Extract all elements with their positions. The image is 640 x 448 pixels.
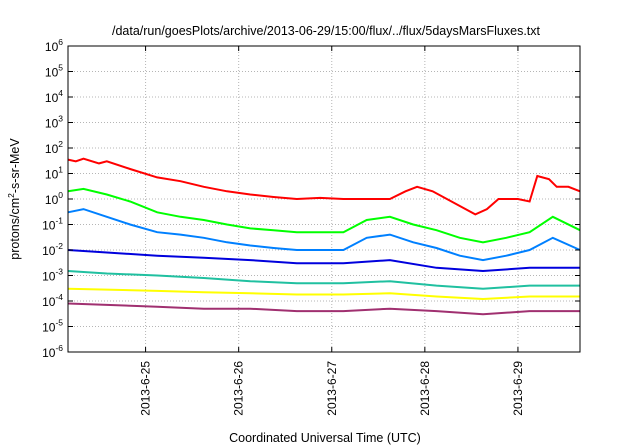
y-tick-base: 10: [42, 219, 56, 233]
x-tick-label: 2013-6-26: [232, 361, 246, 416]
y-tick-exponent: -4: [55, 292, 63, 302]
y-axis-label: protons/cm2-s-sr-MeV: [6, 138, 22, 260]
series-line-3: [67, 208, 581, 262]
x-axis-ticks: 2013-6-25 2013-6-26 2013-6-27 2013-6-28 2013…: [139, 46, 525, 416]
y-axis-ticks: 10-610-510-410-310-210-11001011021031041…: [42, 37, 580, 360]
y-tick-base: 10: [45, 193, 59, 207]
x-tick-label: 2013-6-27: [325, 361, 339, 416]
y-tick-base: 10: [45, 142, 59, 156]
y-tick-base: 10: [45, 66, 59, 80]
y-axis-label-superscript: 2: [6, 193, 16, 198]
y-tick-label: 10-2: [42, 241, 63, 258]
y-tick-base: 10: [45, 117, 59, 131]
y-tick-label: 10-5: [42, 318, 63, 335]
y-tick-base: 10: [42, 270, 56, 284]
y-tick-base: 10: [42, 295, 56, 309]
y-tick-label: 100: [45, 190, 63, 207]
y-tick-label: 10-1: [42, 216, 63, 233]
y-tick-label: 10-3: [42, 267, 63, 284]
y-tick-label: 105: [45, 63, 63, 80]
y-axis-label-main: protons/cm: [8, 198, 22, 260]
y-tick-label: 104: [45, 88, 63, 105]
y-tick-exponent: -5: [55, 318, 63, 328]
y-tick-exponent: -1: [55, 216, 63, 226]
y-tick-exponent: 5: [58, 63, 63, 73]
y-tick-base: 10: [45, 40, 59, 54]
series-line-4: [67, 249, 580, 273]
y-tick-exponent: 3: [58, 114, 63, 124]
y-tick-exponent: 6: [58, 37, 63, 47]
y-tick-base: 10: [42, 321, 56, 335]
x-tick-label: 2013-6-25: [139, 361, 153, 416]
y-tick-base: 10: [45, 168, 59, 182]
y-tick-base: 10: [42, 244, 56, 258]
y-tick-exponent: 1: [58, 165, 63, 175]
series-lines: [67, 157, 581, 316]
series-line-5: [67, 270, 580, 290]
y-tick-label: 103: [45, 114, 63, 131]
y-tick-base: 10: [42, 346, 56, 360]
y-tick-label: 10-4: [42, 292, 63, 309]
series-line-1: [67, 157, 581, 216]
series-line-6: [67, 287, 580, 301]
y-tick-label: 10-6: [42, 343, 63, 360]
y-tick-exponent: 0: [58, 190, 63, 200]
x-axis-label: Coordinated Universal Time (UTC): [229, 431, 421, 445]
y-tick-exponent: 2: [58, 139, 63, 149]
x-tick-label: 2013-6-28: [418, 361, 432, 416]
y-tick-exponent: -3: [55, 267, 63, 277]
x-tick-label: 2013-6-29: [511, 361, 525, 416]
chart-title: /data/run/goesPlots/archive/2013-06-29/1…: [112, 24, 541, 38]
series-line-2: [67, 187, 581, 244]
y-tick-base: 10: [45, 91, 59, 105]
series-line-7: [67, 302, 580, 316]
y-tick-exponent: -6: [55, 343, 63, 353]
y-tick-label: 102: [45, 139, 63, 156]
y-tick-exponent: -2: [55, 241, 63, 251]
y-tick-label: 106: [45, 37, 63, 54]
y-axis-label-units: -s-sr-MeV: [8, 138, 22, 194]
y-tick-label: 101: [45, 165, 63, 182]
y-tick-exponent: 4: [58, 88, 63, 98]
